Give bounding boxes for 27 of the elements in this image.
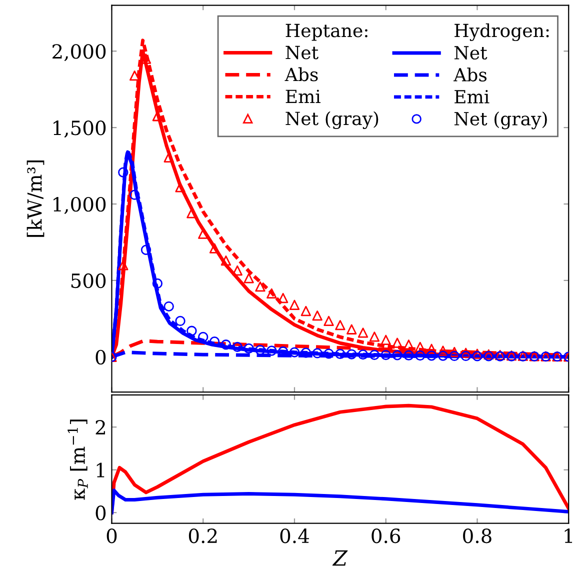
legend-label: Net (gray) (286, 111, 378, 130)
x-tick-label: 0.8 (463, 528, 492, 544)
x-axis-title: Z (332, 550, 348, 566)
y-tick-label: 1,500 (54, 120, 106, 138)
y-tick-label: 2 (96, 420, 105, 434)
text: Hydrogen: (454, 23, 549, 42)
x-tick-label: 0.6 (372, 528, 400, 544)
y-axis-title: κ$_{P}$ [m$^{−1}$] (68, 420, 88, 500)
legend-label: Emi (454, 90, 490, 104)
y-tick-label: 500 (71, 273, 106, 288)
text: Heptane: (286, 24, 368, 41)
legend-label: Abs (284, 67, 318, 82)
x-tick-label: 0 (106, 528, 117, 544)
y-tick-label: 0 (96, 350, 106, 365)
y-axis-title: [kW/m³] (26, 160, 44, 237)
legend-label: Net (454, 46, 488, 60)
y-tick-label: 2,000 (52, 44, 106, 62)
x-tick-label: 0.4 (280, 528, 309, 544)
legend-label: Net (286, 46, 318, 60)
y-tick-label: 0 (96, 506, 106, 520)
y-tick-label: 1,000 (54, 196, 106, 214)
legend-label: Abs (453, 68, 487, 82)
legend-label: Net (gray) (454, 112, 547, 130)
x-tick-label: 1 (564, 528, 572, 543)
x-tick-label: 0.2 (188, 528, 217, 544)
legend-label: Emi (286, 90, 321, 104)
y-tick-label: 1 (96, 462, 104, 478)
